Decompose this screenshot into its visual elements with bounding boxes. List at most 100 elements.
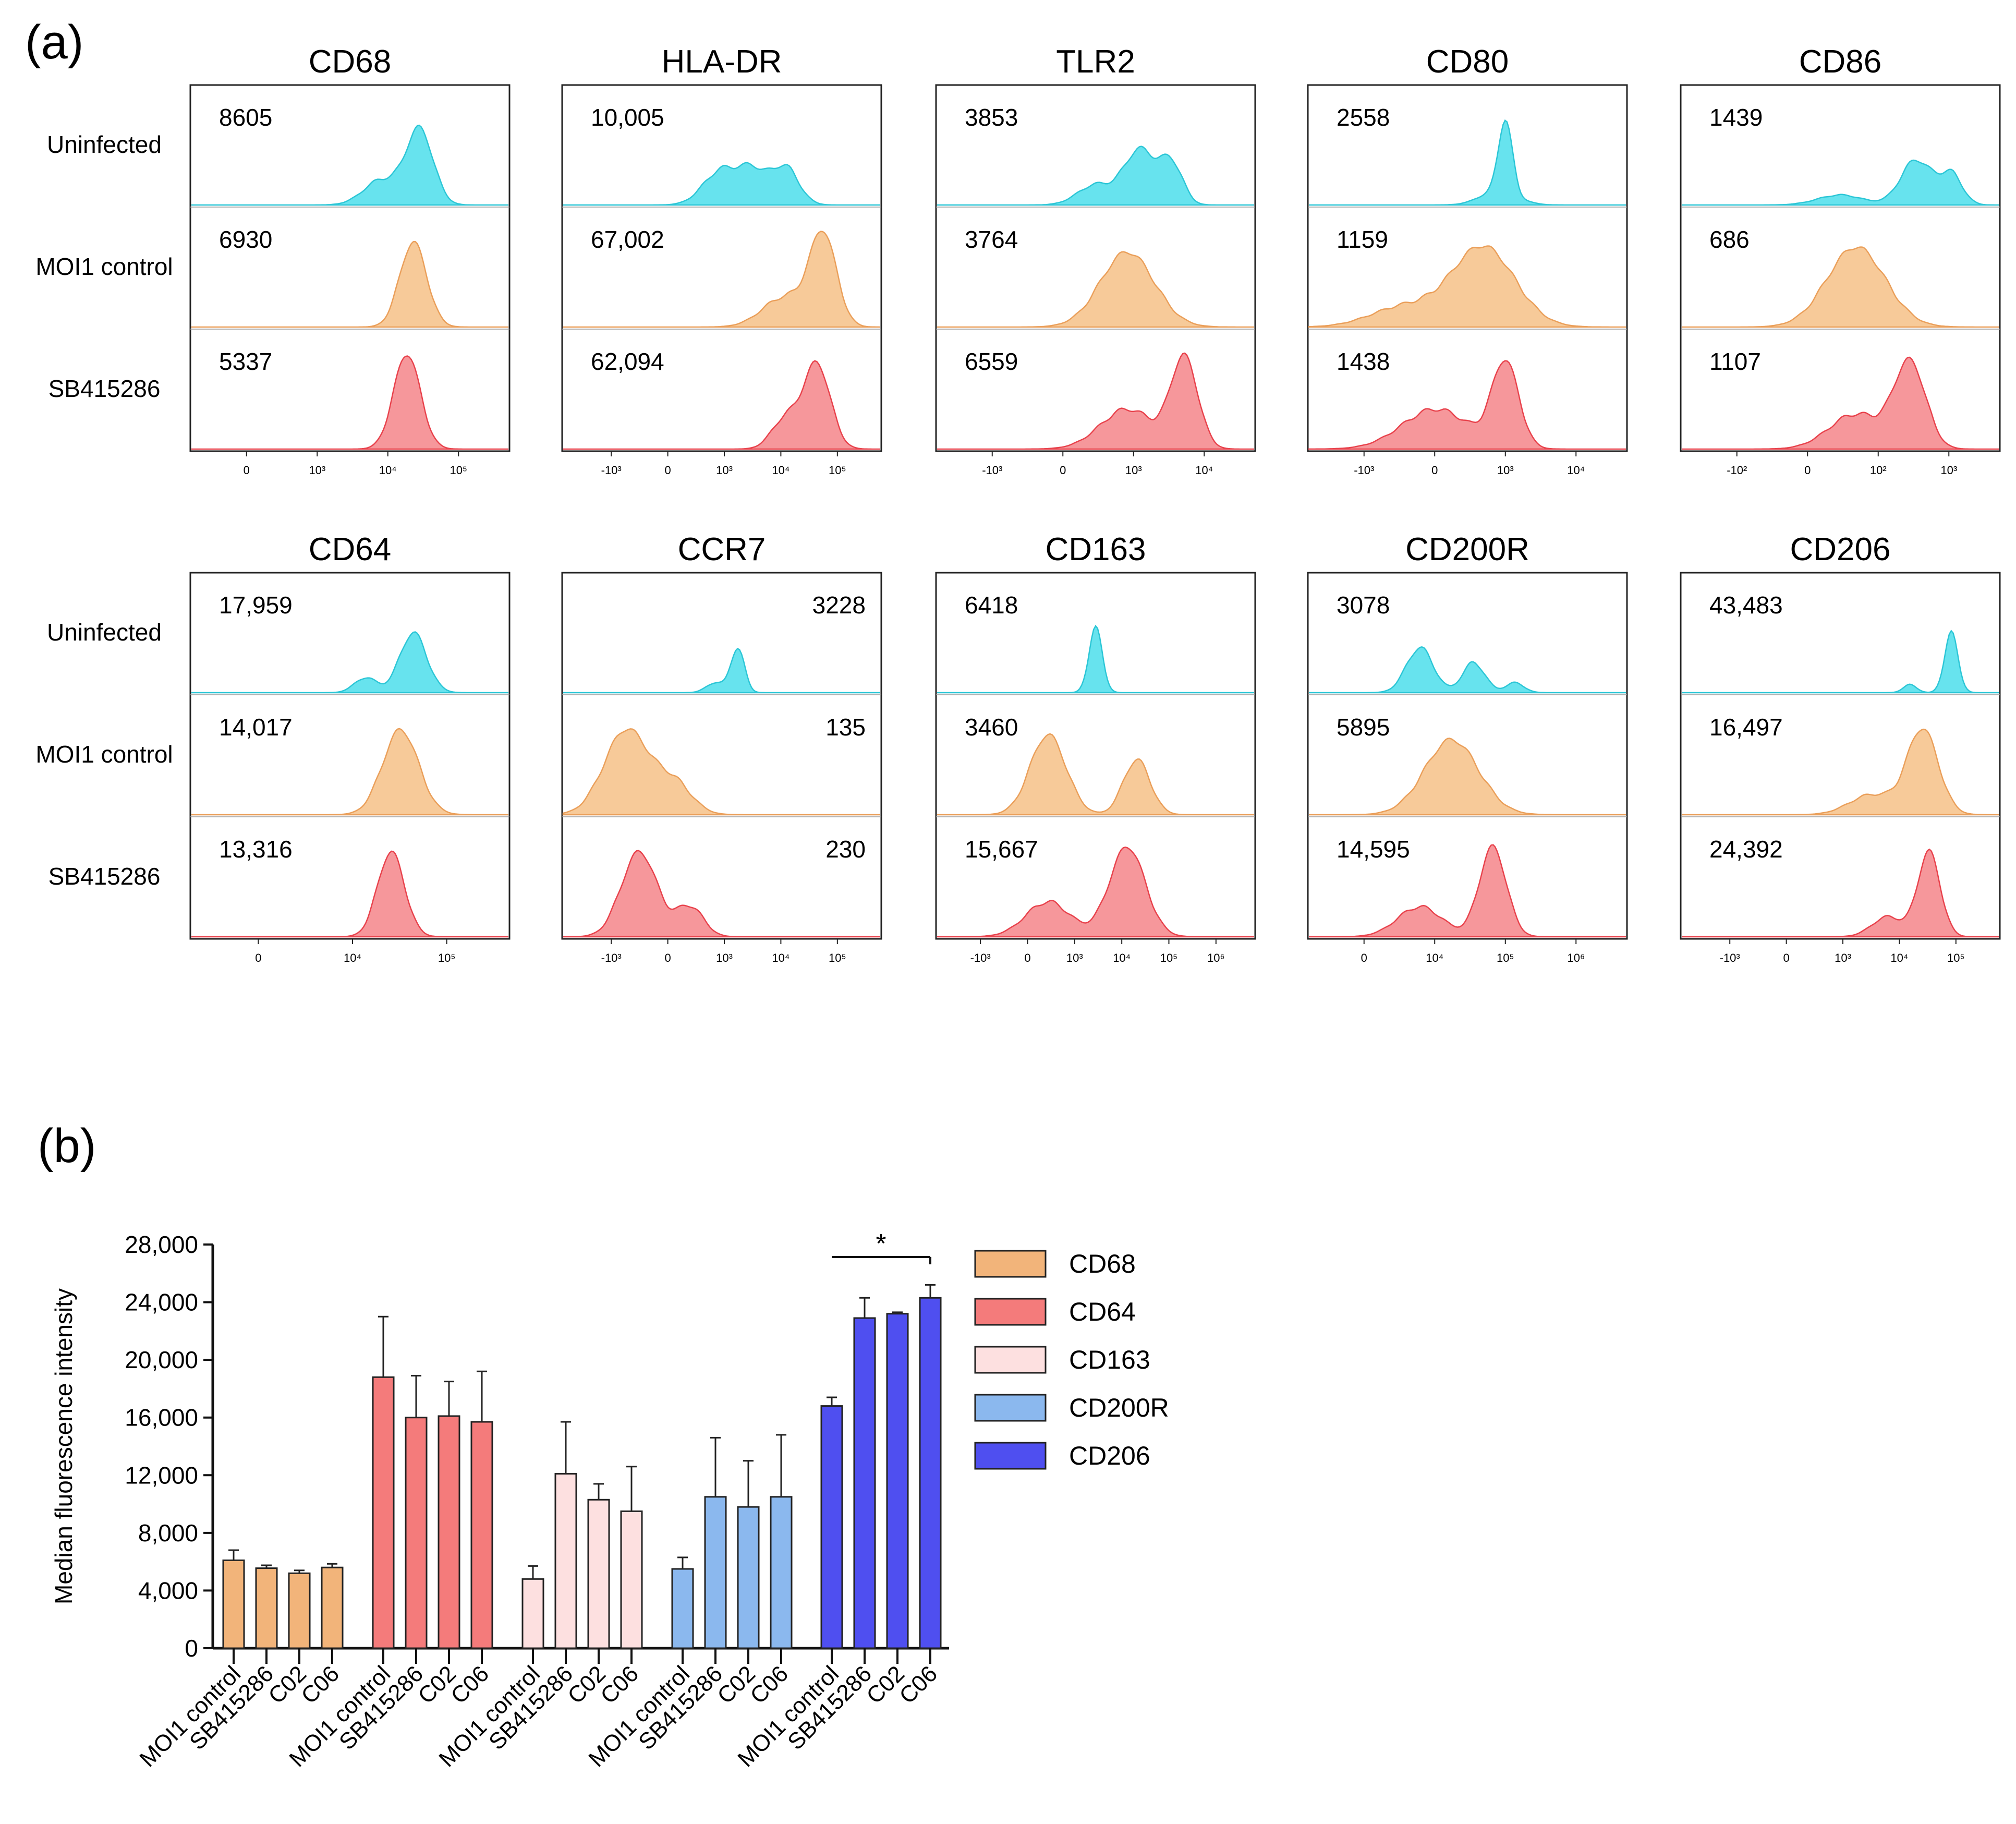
histogram-curve [191, 728, 508, 816]
bar [919, 1297, 942, 1649]
x-tick-label: 10⁴ [1195, 464, 1213, 477]
histogram-curve [1309, 646, 1626, 694]
x-tick-label: 0 [255, 951, 261, 964]
mfi-value: 5895 [1337, 714, 1390, 741]
x-tick-label: 10⁴ [379, 464, 397, 477]
x-tick-label: -10³ [601, 464, 622, 477]
mfi-value: 16,497 [1709, 714, 1783, 741]
histogram-panel: CCR7 3228 135 230 -10³ 0 10³ 10⁴ 10⁵ [561, 532, 882, 964]
histogram-curve [1309, 119, 1626, 206]
histogram-curve [191, 355, 508, 450]
histogram-curve [1682, 246, 1999, 328]
mfi-value: 1107 [1709, 348, 1761, 375]
x-tick-label: 10⁵ [1947, 951, 1965, 964]
row-label: MOI1 control [35, 741, 173, 768]
legend-swatch [974, 1346, 1047, 1374]
x-tick-label: 0 [1431, 464, 1438, 477]
mfi-value: 14,017 [219, 714, 293, 741]
bar [886, 1313, 909, 1649]
y-tick-label: 0 [185, 1635, 198, 1662]
row-label: SB415286 [48, 863, 161, 890]
histogram-curve [937, 146, 1254, 206]
panel-marker-title: CD86 [1799, 44, 1882, 80]
mfi-value: 3228 [812, 591, 866, 619]
histogram-curve [563, 162, 880, 206]
histogram-curve [562, 728, 880, 816]
legend-swatch [974, 1394, 1047, 1422]
x-tick-label: 0 [244, 464, 250, 477]
x-tick-label: 10⁵ [829, 951, 846, 964]
panel-frame [561, 84, 882, 452]
mfi-value: 1159 [1337, 226, 1388, 253]
x-tick-label: 0 [1024, 951, 1030, 964]
x-tick-label: 0 [1804, 464, 1811, 477]
mfi-value: 62,094 [591, 348, 664, 375]
histogram-curve [937, 251, 1254, 328]
histogram-panel: CD86 1439 686 1107 -10² 0 10² 10³ [1680, 44, 2001, 477]
x-tick-label: 10⁴ [772, 464, 790, 477]
mfi-value: 5337 [219, 348, 272, 375]
mfi-value: 15,667 [965, 836, 1038, 863]
histogram-grid: CD68 8605 6930 5337 0 10³ 10⁴ 10⁵ Uninfected MOI1… [35, 44, 2001, 964]
x-tick-label: 10⁶ [1207, 951, 1225, 964]
histogram-curve [1682, 728, 1999, 816]
legend-swatch [974, 1298, 1047, 1326]
x-tick-label: 10³ [1497, 464, 1514, 477]
x-tick-label: 10⁵ [438, 951, 456, 964]
x-tick-label: 10⁵ [1160, 951, 1178, 964]
histogram-curve [1309, 738, 1626, 816]
bar [587, 1499, 610, 1649]
histogram-curve [937, 847, 1254, 938]
mfi-value: 135 [825, 714, 866, 741]
bar [288, 1572, 311, 1649]
row-label: MOI1 control [35, 253, 173, 280]
mfi-value: 6418 [965, 591, 1018, 619]
mfi-value: 3853 [965, 104, 1018, 131]
panel-frame [935, 84, 1256, 452]
x-tick-label: 10³ [1066, 951, 1083, 964]
panel-frame [1680, 84, 2001, 452]
histogram-curve [1309, 844, 1626, 938]
panel-frame [189, 572, 511, 940]
y-tick-label: 12,000 [125, 1461, 198, 1489]
mfi-value: 24,392 [1709, 836, 1783, 863]
panel-frame [189, 84, 511, 452]
legend-swatch [974, 1442, 1047, 1470]
bar [470, 1421, 493, 1649]
x-tick-label: 0 [1060, 464, 1066, 477]
bar [770, 1496, 793, 1649]
mfi-value: 43,483 [1709, 591, 1783, 619]
x-tick-label: 10³ [716, 464, 733, 477]
x-tick-label: -10³ [970, 951, 991, 964]
legend-label: CD163 [1069, 1345, 1150, 1374]
x-tick-label: 10⁵ [450, 464, 467, 477]
x-tick-label: 10⁵ [1497, 951, 1514, 964]
bar [704, 1496, 727, 1649]
y-tick-label: 8,000 [138, 1519, 198, 1547]
histogram-curve [1682, 630, 1999, 694]
mfi-value: 3460 [965, 714, 1018, 741]
histogram-curve [1682, 848, 1999, 938]
row-label: Uninfected [47, 131, 162, 158]
bar [853, 1317, 876, 1649]
mfi-value: 2558 [1337, 104, 1390, 131]
mfi-value: 6930 [219, 226, 272, 253]
histogram-panel: CD80 2558 1159 1438 -10³ 0 10³ 10⁴ [1307, 44, 1628, 477]
histogram-curve [937, 733, 1254, 816]
x-tick-label: C06 [894, 1661, 942, 1709]
y-tick-label: 4,000 [138, 1577, 198, 1604]
x-tick-label: 10⁴ [1426, 951, 1443, 964]
mfi-value: 67,002 [591, 226, 664, 253]
x-tick-label: 0 [664, 464, 671, 477]
bar [405, 1417, 428, 1649]
bar [521, 1578, 544, 1649]
significance-mark: * [876, 1229, 886, 1259]
x-tick-label: 0 [1361, 951, 1367, 964]
mfi-value: 10,005 [591, 104, 664, 131]
mfi-value: 8605 [219, 104, 272, 131]
histogram-curve [1308, 360, 1626, 450]
panel-marker-title: HLA-DR [662, 44, 782, 80]
histogram-panel: CD68 8605 6930 5337 0 10³ 10⁴ 10⁵ Uninfected MOI1… [35, 44, 511, 477]
